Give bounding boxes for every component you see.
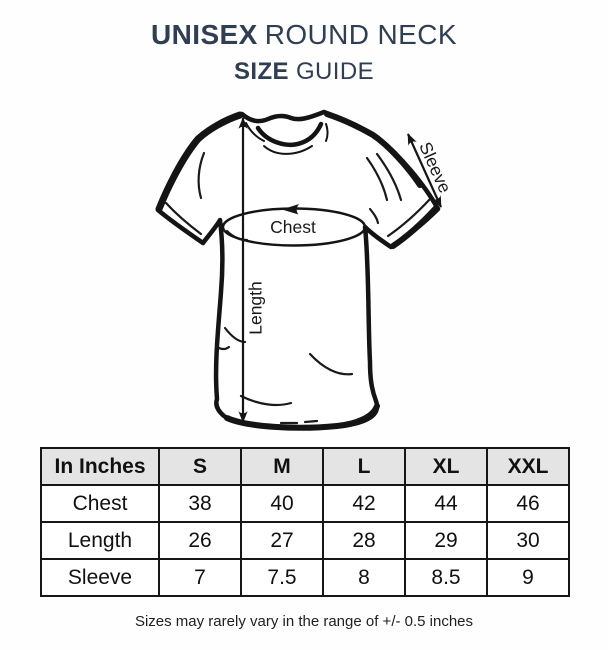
length-l-cell: 28 (322, 521, 406, 560)
length-label: Length (246, 281, 266, 335)
footer-note: Sizes may rarely vary in the range of +/… (134, 613, 474, 630)
column-header-m: M (240, 447, 324, 486)
row-label-length: Length (40, 521, 160, 560)
table-row-length: Length 26 27 28 29 30 (40, 521, 570, 560)
page-title: UNISEX ROUND NECK SIZE GUIDE (0, 19, 608, 86)
sleeve-m-cell: 7.5 (240, 558, 324, 597)
column-header-xxl: XXL (486, 447, 570, 486)
chest-arrowhead (282, 204, 299, 215)
row-label-chest: Chest (40, 484, 160, 523)
sleeve-s-cell: 7 (158, 558, 242, 597)
chest-s-cell: 38 (158, 484, 242, 523)
sleeve-xl-cell: 8.5 (404, 558, 488, 597)
sleeve-l-cell: 8 (322, 558, 406, 597)
title-line2-bold: SIZE (234, 57, 289, 85)
chest-ellipse (221, 204, 367, 247)
column-header-unit: In Inches (40, 447, 160, 486)
title-line-2: SIZE GUIDE (0, 58, 608, 86)
column-header-s: S (158, 447, 242, 486)
tshirt-svg: Length Chest Sleeve (155, 109, 455, 431)
chest-xxl-cell: 46 (486, 484, 570, 523)
title-line1-bold: UNISEX (151, 19, 258, 50)
column-header-xl: XL (404, 447, 488, 486)
length-s-cell: 26 (158, 521, 242, 560)
sleeve-arrow (406, 133, 443, 208)
size-table: In Inches S M L XL XXL Chest 38 40 42 44… (40, 447, 570, 597)
title-line-1: UNISEX ROUND NECK (0, 19, 608, 51)
title-line2-rest: GUIDE (295, 57, 374, 85)
table-row-chest: Chest 38 40 42 44 46 (40, 484, 570, 523)
column-header-l: L (322, 447, 406, 486)
length-m-cell: 27 (240, 521, 324, 560)
tshirt-outline (155, 109, 441, 431)
title-line1-rest: ROUND NECK (264, 19, 457, 50)
table-row-sleeve: Sleeve 7 7.5 8 8.5 9 (40, 558, 570, 597)
length-xl-cell: 29 (404, 521, 488, 560)
chest-m-cell: 40 (240, 484, 324, 523)
chest-label: Chest (270, 217, 316, 237)
sleeve-xxl-cell: 9 (486, 558, 570, 597)
chest-xl-cell: 44 (404, 484, 488, 523)
table-header-row: In Inches S M L XL XXL (40, 447, 570, 486)
length-xxl-cell: 30 (486, 521, 570, 560)
tshirt-measurement-diagram: Length Chest Sleeve (137, 96, 477, 456)
chest-l-cell: 42 (322, 484, 406, 523)
row-label-sleeve: Sleeve (40, 558, 160, 597)
